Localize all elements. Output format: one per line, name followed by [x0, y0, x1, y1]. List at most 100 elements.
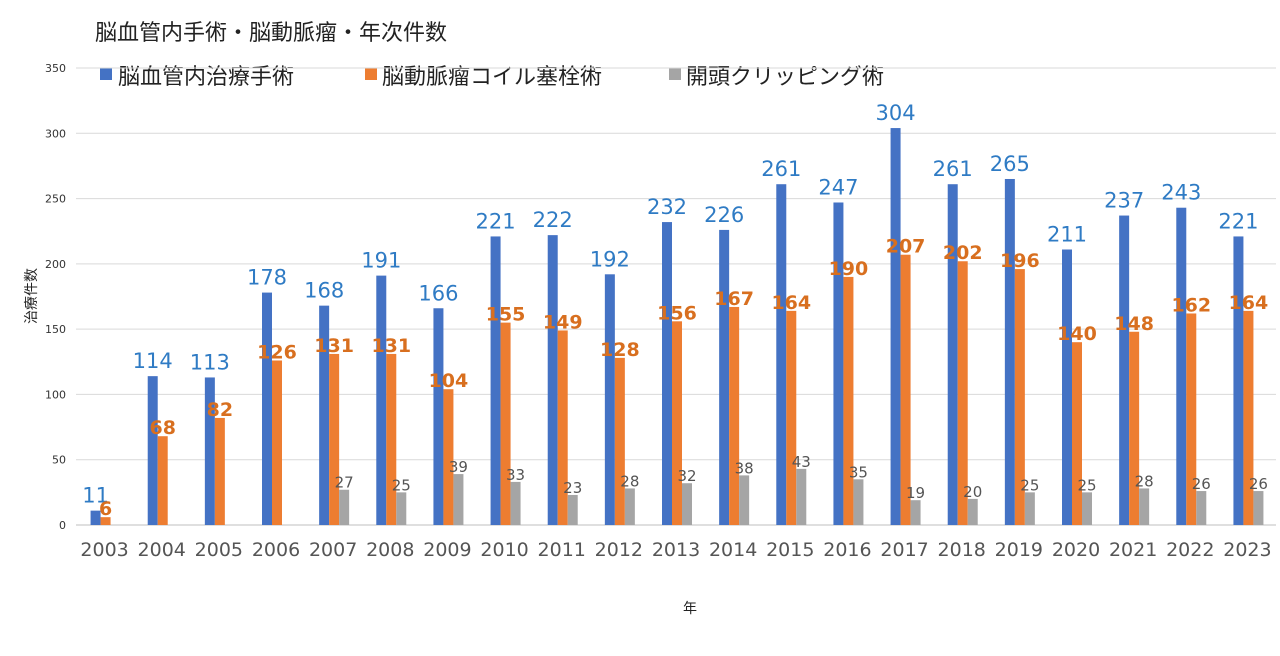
bar-clipping-2019: [1024, 492, 1035, 525]
legend-label-clipping: 開頭クリッピング術: [686, 65, 884, 90]
data-label-endovascular-2021: 237: [1104, 189, 1144, 213]
bar-coil-embolization-2019: [1014, 269, 1025, 525]
y-axis-ticks: 0 50 100 150 200 250 300 350: [45, 62, 66, 532]
data-label-coil-embolization-2011: 149: [543, 311, 583, 333]
data-label-endovascular-2010: 221: [476, 209, 516, 233]
data-label-coil-embolization-2019: 196: [1000, 250, 1040, 272]
data-label-coil-embolization-2023: 164: [1229, 292, 1269, 314]
x-tick-label-2003: 2003: [80, 539, 128, 561]
x-axis-ticks: 2003 2004 2005 2006 2007 2008 2009 2010 2011 2012…: [80, 539, 1271, 561]
bar-endovascular-2022: [1176, 207, 1187, 525]
bar-clipping-2012: [624, 488, 635, 525]
bar-endovascular-2003: [90, 510, 101, 525]
bar-clipping-2010: [510, 481, 521, 525]
bar-clipping-2015: [796, 468, 807, 525]
y-tick-label-350: 350: [45, 62, 66, 75]
bar-coil-embolization-2015: [786, 310, 797, 525]
bar-coil-embolization-2020: [1072, 342, 1082, 525]
legend-label-endovascular: 脳血管内治療手術: [118, 65, 294, 90]
data-label-clipping-2010: 33: [506, 466, 525, 484]
data-label-endovascular-2020: 211: [1047, 222, 1087, 246]
data-label-endovascular-2005: 113: [190, 350, 230, 374]
bar-coil-embolization-2023: [1243, 310, 1254, 525]
data-label-coil-embolization-2007: 131: [314, 335, 354, 357]
data-label-clipping-2022: 26: [1192, 475, 1211, 493]
data-label-endovascular-2016: 247: [818, 175, 858, 199]
bar-clipping-2008: [396, 492, 407, 525]
data-label-endovascular-2008: 191: [361, 249, 401, 273]
bar-clipping-2022: [1196, 491, 1207, 525]
data-labels: 116 114 68 113 82 178 126 168 131 27 191 131 25 166 10…: [82, 101, 1268, 520]
x-axis-title: 年: [683, 601, 697, 617]
data-label-endovascular-2013: 232: [647, 195, 687, 219]
x-tick-label-2019: 2019: [995, 539, 1043, 561]
data-label-coil-embolization-2015: 164: [771, 292, 811, 314]
bar-endovascular-2020: [1062, 249, 1072, 525]
data-label-coil-embolization-2012: 128: [600, 339, 640, 361]
x-tick-label-2011: 2011: [538, 539, 586, 561]
x-tick-label-2018: 2018: [938, 539, 986, 561]
bar-coil-embolization-2021: [1129, 331, 1140, 525]
bar-endovascular-2017: [890, 128, 901, 525]
bar-endovascular-2014: [719, 229, 730, 525]
bar-coil-embolization-2006: [272, 360, 282, 525]
bar-endovascular-2005: [204, 377, 215, 525]
x-tick-label-2023: 2023: [1223, 539, 1271, 561]
x-tick-label-2012: 2012: [595, 539, 643, 561]
data-label-coil-embolization-2018: 202: [943, 242, 983, 264]
data-label-clipping-2021: 28: [1135, 472, 1154, 490]
bar-endovascular-2011: [547, 235, 558, 526]
bar-clipping-2016: [853, 479, 864, 525]
bar-coil-embolization-2010: [500, 322, 511, 525]
data-label-clipping-2016: 35: [849, 463, 868, 481]
data-label-endovascular-2009: 166: [418, 281, 458, 305]
x-tick-label-2016: 2016: [823, 539, 871, 561]
data-label-clipping-2019: 25: [1020, 476, 1039, 494]
bar-coil-embolization-2014: [729, 306, 740, 525]
x-tick-label-2006: 2006: [252, 539, 300, 561]
y-tick-label-200: 200: [45, 258, 66, 271]
bar-endovascular-2013: [662, 222, 672, 525]
data-label-clipping-2011: 23: [563, 479, 582, 497]
data-label-coil-embolization-2006: 126: [257, 341, 297, 363]
x-tick-label-2017: 2017: [880, 539, 928, 561]
data-label-endovascular-2015: 261: [761, 157, 801, 181]
x-tick-label-2005: 2005: [195, 539, 243, 561]
data-label-endovascular-2011: 222: [533, 208, 573, 232]
bar-coil-embolization-2012: [614, 357, 625, 525]
bar-endovascular-2015: [776, 184, 787, 526]
data-label-clipping-2008: 25: [392, 476, 411, 494]
bars: [90, 128, 1264, 526]
bar-coil-embolization-2004: [157, 436, 168, 525]
data-label-endovascular-2012: 192: [590, 247, 630, 271]
data-label-coil-embolization-2021: 148: [1114, 313, 1154, 335]
data-label-coil-embolization-2009: 104: [429, 370, 469, 392]
data-label-coil-embolization-2016: 190: [829, 258, 869, 280]
data-label-clipping-2014: 38: [735, 459, 754, 477]
bar-coil-embolization-2008: [386, 353, 397, 525]
data-label-coil-embolization-2005: 82: [207, 399, 233, 421]
bar-clipping-2017: [910, 500, 921, 525]
data-label-coil-embolization-2014: 167: [714, 288, 754, 310]
data-label-coil-embolization-2020: 140: [1057, 323, 1097, 345]
y-tick-label-250: 250: [45, 193, 66, 206]
chart-title: 脳血管内手術・脳動脈瘤・年次件数: [95, 21, 447, 46]
data-label-endovascular-2007: 168: [304, 279, 344, 303]
bar-coil-embolization-2005: [214, 417, 225, 525]
data-label-endovascular-2004: 114: [133, 349, 173, 373]
bar-coil-embolization-2013: [672, 321, 682, 525]
x-tick-label-2010: 2010: [480, 539, 528, 561]
data-label-clipping-2009: 39: [449, 458, 468, 476]
data-label-coil-embolization-2010: 155: [486, 304, 526, 326]
data-label-coil-embolization-2017: 207: [886, 236, 926, 258]
legend: 脳血管内治療手術 脳動脈瘤コイル塞栓術 開頭クリッピング術: [100, 65, 884, 90]
data-label-clipping-2020: 25: [1077, 476, 1096, 494]
x-tick-label-2015: 2015: [766, 539, 814, 561]
x-tick-label-2007: 2007: [309, 539, 357, 561]
bar-clipping-2014: [739, 475, 750, 525]
bar-endovascular-2012: [604, 274, 615, 525]
y-tick-label-300: 300: [45, 127, 66, 140]
bar-endovascular-2021: [1119, 215, 1130, 525]
